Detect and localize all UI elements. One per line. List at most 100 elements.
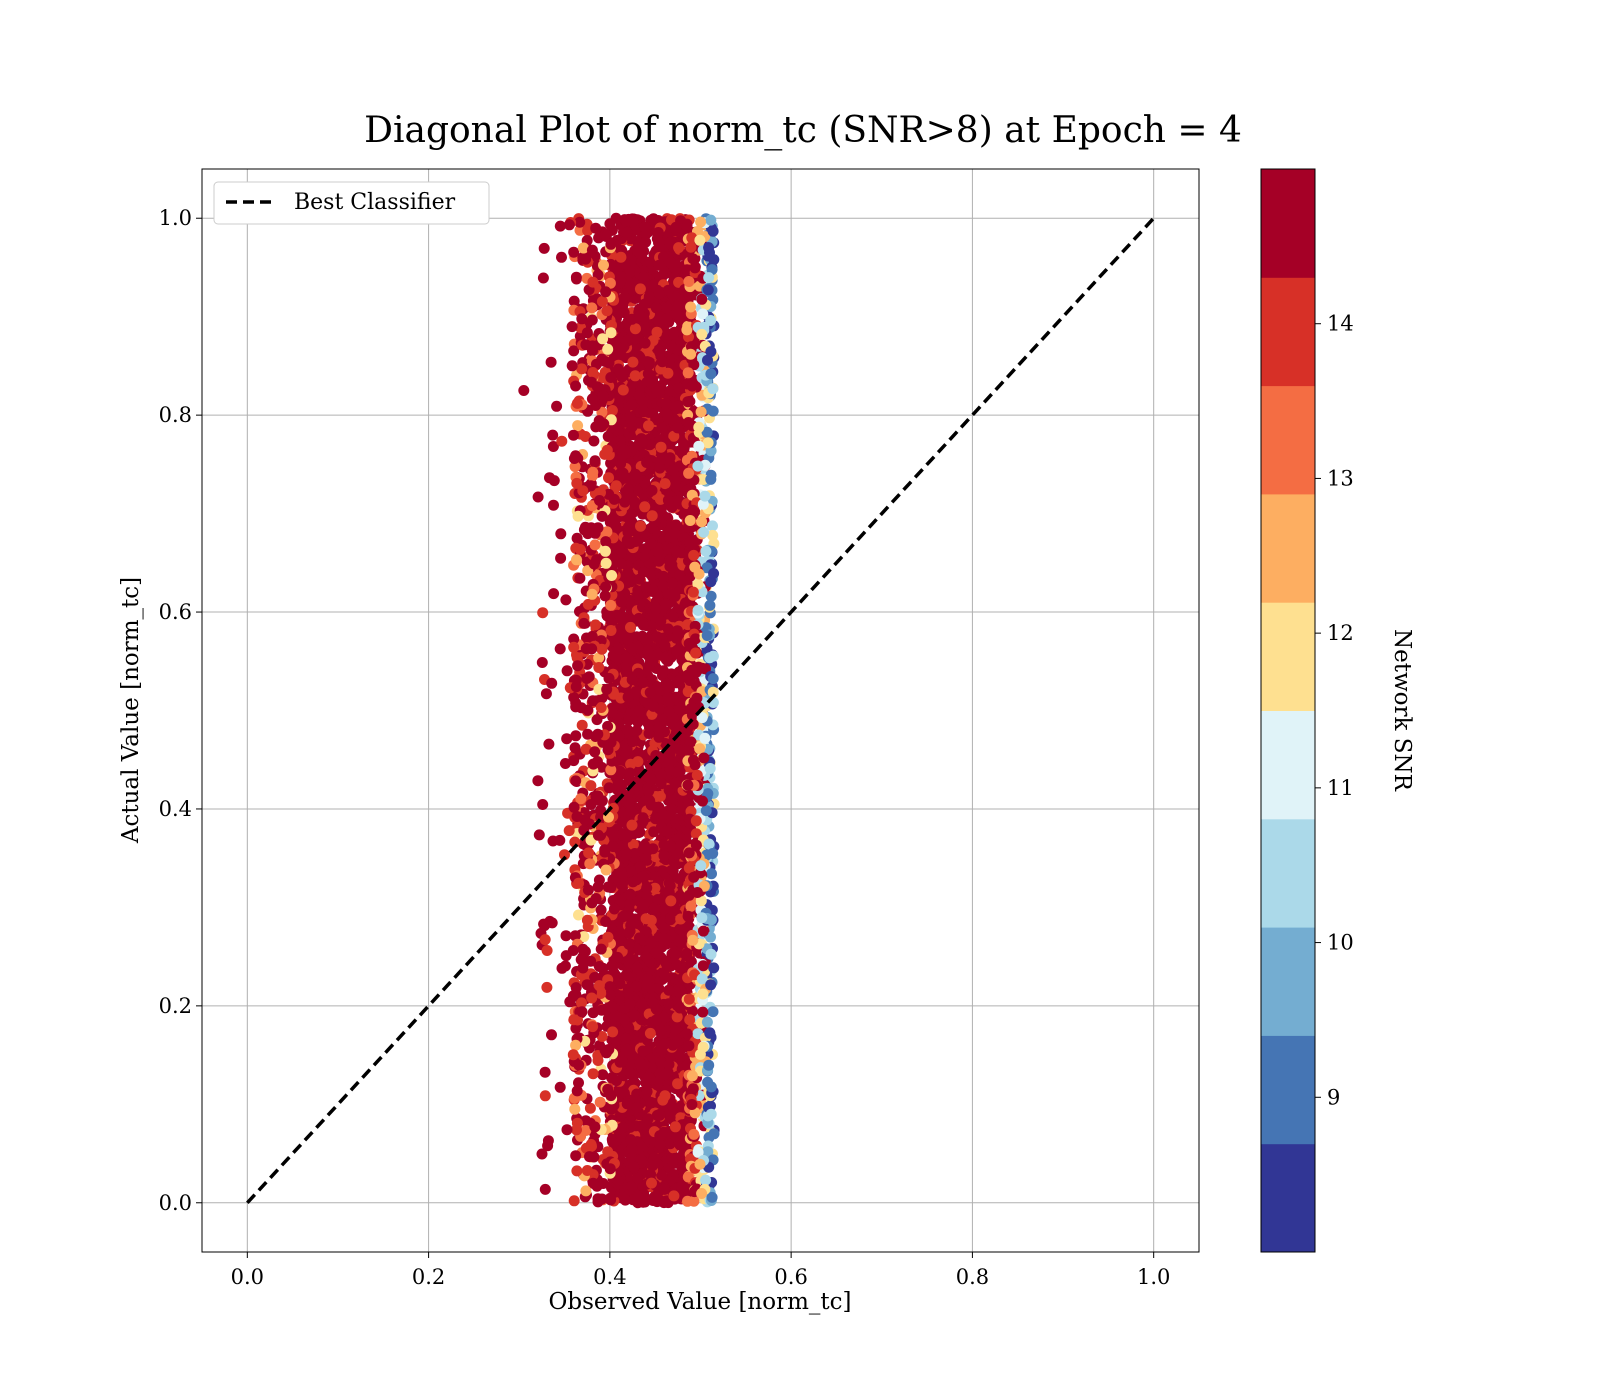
- scatter-point: [646, 510, 658, 522]
- scatter-point: [575, 793, 587, 805]
- scatter-point: [636, 998, 648, 1010]
- scatter-point: [637, 1045, 649, 1057]
- scatter-point: [592, 1055, 604, 1066]
- scatter-point: [672, 766, 684, 778]
- scatter-point: [570, 982, 582, 994]
- scatter-point: [645, 773, 657, 785]
- scatter-point: [624, 998, 636, 1010]
- scatter-point: [654, 462, 666, 474]
- scatter-point: [657, 932, 669, 944]
- scatter-point: [665, 556, 677, 568]
- scatter-point: [624, 767, 636, 779]
- scatter-point: [617, 384, 629, 396]
- scatter-point: [619, 1194, 631, 1206]
- scatter-point: [572, 510, 584, 522]
- scatter-point: [653, 723, 664, 735]
- scatter-point: [633, 390, 645, 402]
- scatter-point: [580, 643, 592, 655]
- scatter-point: [637, 436, 648, 448]
- scatter-point: [605, 238, 617, 250]
- scatter-point: [556, 251, 567, 263]
- scatter-point: [615, 251, 627, 263]
- scatter-point: [632, 1191, 644, 1203]
- scatter-point: [620, 215, 632, 227]
- scatter-point: [637, 677, 649, 688]
- scatter-point: [650, 302, 662, 314]
- scatter-point: [592, 790, 604, 802]
- scatter-point: [598, 418, 610, 430]
- scatter-point: [580, 253, 592, 265]
- scatter-point: [633, 705, 645, 717]
- scatter-point: [665, 895, 677, 907]
- scatter-point: [538, 242, 550, 254]
- scatter-point: [586, 630, 598, 642]
- scatter-point: [576, 1006, 588, 1018]
- scatter-point: [541, 945, 553, 956]
- scatter-point: [645, 937, 657, 949]
- scatter-point: [655, 615, 667, 627]
- scatter-point: [673, 873, 685, 885]
- scatter-point: [576, 363, 588, 375]
- scatter-point: [571, 397, 583, 409]
- scatter-point: [629, 323, 641, 335]
- scatter-point: [627, 736, 638, 748]
- scatter-point: [610, 480, 622, 492]
- scatter-point: [583, 847, 595, 859]
- scatter-point: [626, 1142, 638, 1154]
- scatter-point: [608, 903, 620, 915]
- scatter-point: [640, 581, 652, 593]
- scatter-point: [582, 728, 594, 740]
- scatter-point: [620, 653, 632, 664]
- scatter-point: [596, 510, 608, 522]
- scatter-point: [654, 347, 666, 359]
- scatter-point: [595, 943, 607, 955]
- scatter-point: [560, 930, 572, 942]
- scatter-point: [645, 1096, 657, 1108]
- scatter-point: [629, 370, 641, 382]
- scatter-point: [589, 539, 601, 551]
- scatter-point: [554, 643, 566, 655]
- scatter-point: [639, 337, 651, 349]
- scatter-point: [617, 1122, 629, 1133]
- scatter-point: [587, 758, 599, 770]
- scatter-point: [655, 441, 667, 453]
- scatter-point: [545, 356, 557, 368]
- scatter-point: [571, 811, 583, 822]
- scatter-point: [666, 577, 678, 589]
- scatter-point: [661, 825, 673, 837]
- scatter-point: [653, 259, 665, 271]
- scatter-point: [533, 829, 545, 841]
- scatter-point: [650, 603, 662, 615]
- scatter-point: [587, 1021, 599, 1033]
- scatter-point: [617, 300, 629, 312]
- scatter-point: [556, 962, 568, 974]
- scatter-point: [643, 1071, 655, 1083]
- scatter-point: [593, 980, 605, 992]
- scatter-point: [567, 945, 579, 956]
- scatter-point: [641, 882, 653, 894]
- scatter-point: [548, 475, 560, 487]
- scatter-point: [615, 367, 627, 379]
- scatter-point: [596, 643, 608, 655]
- scatter-point: [642, 1113, 654, 1125]
- scatter-point: [625, 621, 636, 633]
- scatter-point: [569, 742, 581, 754]
- scatter-point: [657, 270, 669, 282]
- scatter-point: [574, 544, 586, 555]
- scatter-point: [548, 499, 559, 511]
- scatter-point: [590, 222, 602, 234]
- scatter-point: [646, 654, 658, 666]
- scatter-point: [656, 422, 668, 434]
- scatter-point: [656, 1169, 668, 1181]
- scatter-point: [560, 594, 572, 606]
- scatter-point: [625, 919, 637, 931]
- scatter-point: [645, 799, 657, 811]
- scatter-point: [662, 655, 674, 667]
- scatter-point: [632, 1172, 644, 1184]
- scatter-point: [662, 682, 674, 693]
- scatter-point: [570, 681, 582, 693]
- scatter-point: [656, 503, 667, 514]
- scatter-point: [628, 1161, 640, 1173]
- scatter-point: [571, 1165, 583, 1177]
